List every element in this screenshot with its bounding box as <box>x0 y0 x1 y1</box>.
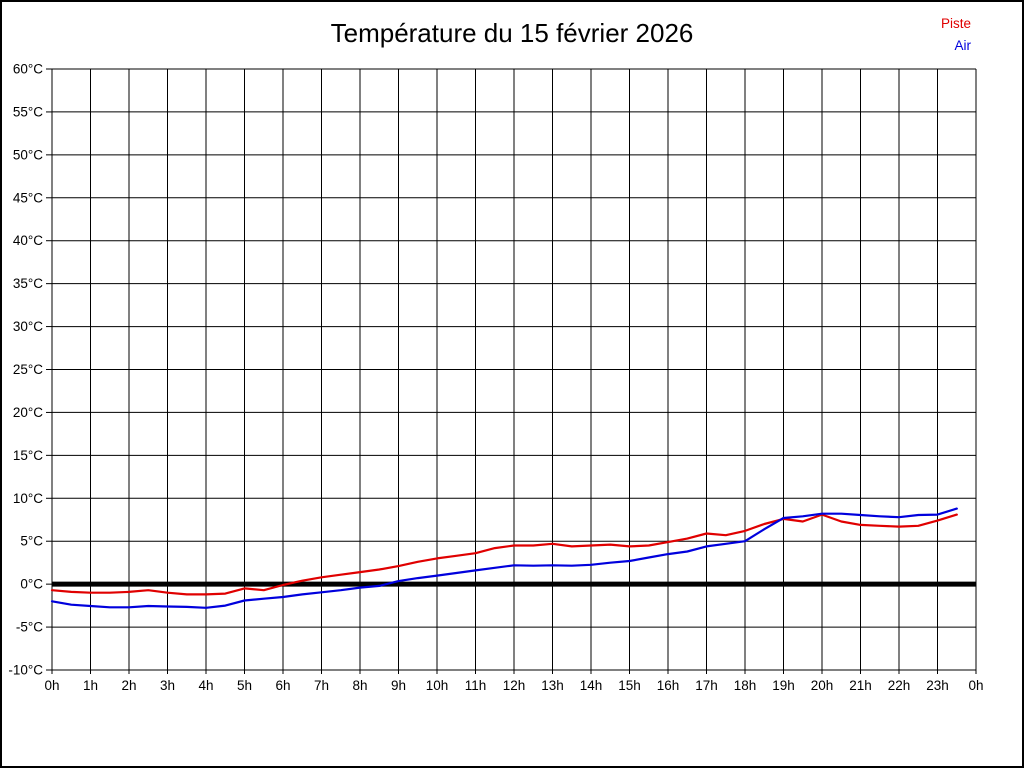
x-tick-label: 4h <box>198 678 213 693</box>
x-tick-label: 8h <box>352 678 367 693</box>
x-tick-label: 19h <box>772 678 795 693</box>
y-tick-label: 35°C <box>13 276 43 291</box>
chart-legend: Piste Air <box>941 13 971 57</box>
y-tick-label: 20°C <box>13 405 43 420</box>
page-title: Température du 15 février 2026 <box>330 18 694 48</box>
legend-item-air: Air <box>954 38 972 53</box>
x-tick-label: 13h <box>541 678 564 693</box>
x-tick-label: 0h <box>44 678 59 693</box>
x-tick-label: 1h <box>83 678 98 693</box>
x-tick-label: 15h <box>618 678 641 693</box>
x-tick-label: 7h <box>314 678 329 693</box>
y-tick-label: 10°C <box>13 491 43 506</box>
x-tick-label: 20h <box>811 678 834 693</box>
y-tick-label: 0°C <box>20 577 43 592</box>
x-tick-label: 21h <box>849 678 872 693</box>
y-tick-label: 60°C <box>13 62 43 77</box>
x-tick-label: 2h <box>121 678 136 693</box>
y-tick-label: 50°C <box>13 147 43 162</box>
y-tick-label: 45°C <box>13 190 43 205</box>
y-tick-label: 40°C <box>13 233 43 248</box>
x-tick-label: 12h <box>503 678 526 693</box>
legend-item-piste: Piste <box>940 16 971 31</box>
y-tick-label: 15°C <box>13 448 43 463</box>
y-tick-label: -10°C <box>8 663 43 678</box>
y-tick-label: 55°C <box>13 104 43 119</box>
x-tick-label: 18h <box>734 678 757 693</box>
y-tick-label: 5°C <box>20 534 43 549</box>
air-temperature-line <box>50 507 958 609</box>
x-tick-label: 9h <box>391 678 406 693</box>
x-tick-label: 17h <box>695 678 718 693</box>
x-tick-label: 6h <box>275 678 290 693</box>
x-tick-label: 23h <box>926 678 949 693</box>
x-tick-label: 22h <box>888 678 911 693</box>
x-tick-label: 11h <box>465 678 487 693</box>
x-tick-label: 3h <box>160 678 175 693</box>
y-tick-label: 25°C <box>13 362 43 377</box>
piste-temperature-line <box>50 513 958 596</box>
x-tick-label: 10h <box>426 678 449 693</box>
x-tick-label: 5h <box>237 678 252 693</box>
x-tick-label: 0h <box>968 678 983 693</box>
x-tick-label: 14h <box>580 678 603 693</box>
y-tick-label: 30°C <box>13 319 43 334</box>
x-tick-label: 16h <box>657 678 680 693</box>
y-tick-label: -5°C <box>16 620 43 635</box>
